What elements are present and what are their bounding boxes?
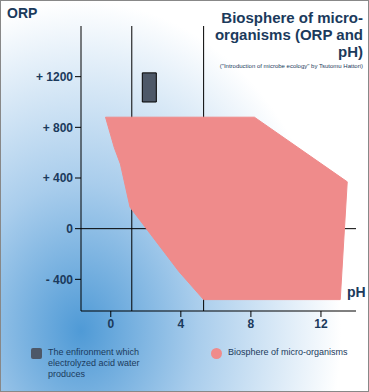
svg-text:4: 4 (177, 317, 184, 331)
svg-text:0: 0 (66, 222, 73, 236)
html-text:pH: pH (347, 284, 366, 300)
svg-text:0: 0 (107, 317, 114, 331)
svg-text:- 400: - 400 (46, 273, 74, 287)
html-text:Biosphere of micro-organisms (: Biosphere of micro-organisms (ORP and pH… (214, 9, 363, 60)
svg-text:12: 12 (314, 317, 328, 331)
html-text:ORP: ORP (7, 5, 38, 21)
html-text:Biosphere of micro-organisms: Biosphere of micro-organisms (228, 347, 348, 357)
svg-text:+ 400: + 400 (43, 171, 74, 185)
svg-text:+ 800: + 800 (43, 121, 74, 135)
html-text:The enfironment which electrol: The enfironment which electrolyzed acid … (48, 347, 140, 379)
svg-text:8: 8 (248, 317, 255, 331)
html-text:("Introduction of microbe ecol: ("Introduction of microbe ecology" by Ts… (219, 63, 363, 69)
svg-text:+ 1200: + 1200 (36, 70, 73, 84)
